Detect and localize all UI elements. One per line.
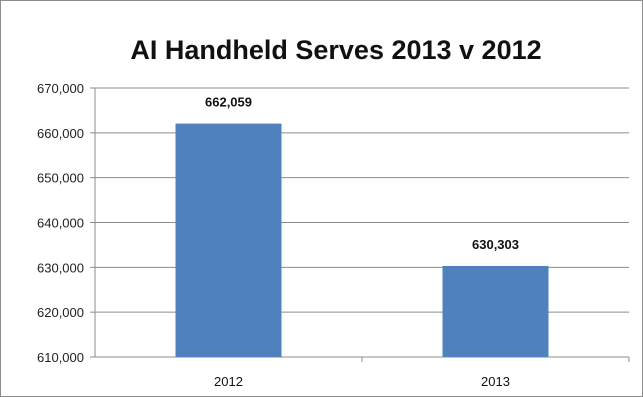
- data-label-2013: 630,303: [472, 237, 519, 252]
- x-axis-tick-labels: 2012 2013: [214, 374, 510, 389]
- bar-2013: [442, 265, 549, 357]
- y-tick-label: 640,000: [37, 216, 84, 231]
- y-tick-label: 610,000: [37, 350, 84, 365]
- y-tick-label: 630,000: [37, 260, 84, 275]
- y-tick-label: 670,000: [37, 81, 84, 96]
- y-tick-label: 620,000: [37, 305, 84, 320]
- bars: 662,059 630,303: [175, 95, 549, 358]
- chart-title: AI Handheld Serves 2013 v 2012: [130, 35, 541, 65]
- x-tick-label: 2013: [481, 374, 510, 389]
- data-label-2012: 662,059: [205, 95, 252, 110]
- y-tick-label: 650,000: [37, 171, 84, 186]
- y-tick-label: 660,000: [37, 126, 84, 141]
- bar-2012: [175, 123, 282, 358]
- x-tick-label: 2012: [214, 374, 243, 389]
- y-axis-tick-labels: 610,000 620,000 630,000 640,000 650,000 660,0…: [37, 81, 84, 365]
